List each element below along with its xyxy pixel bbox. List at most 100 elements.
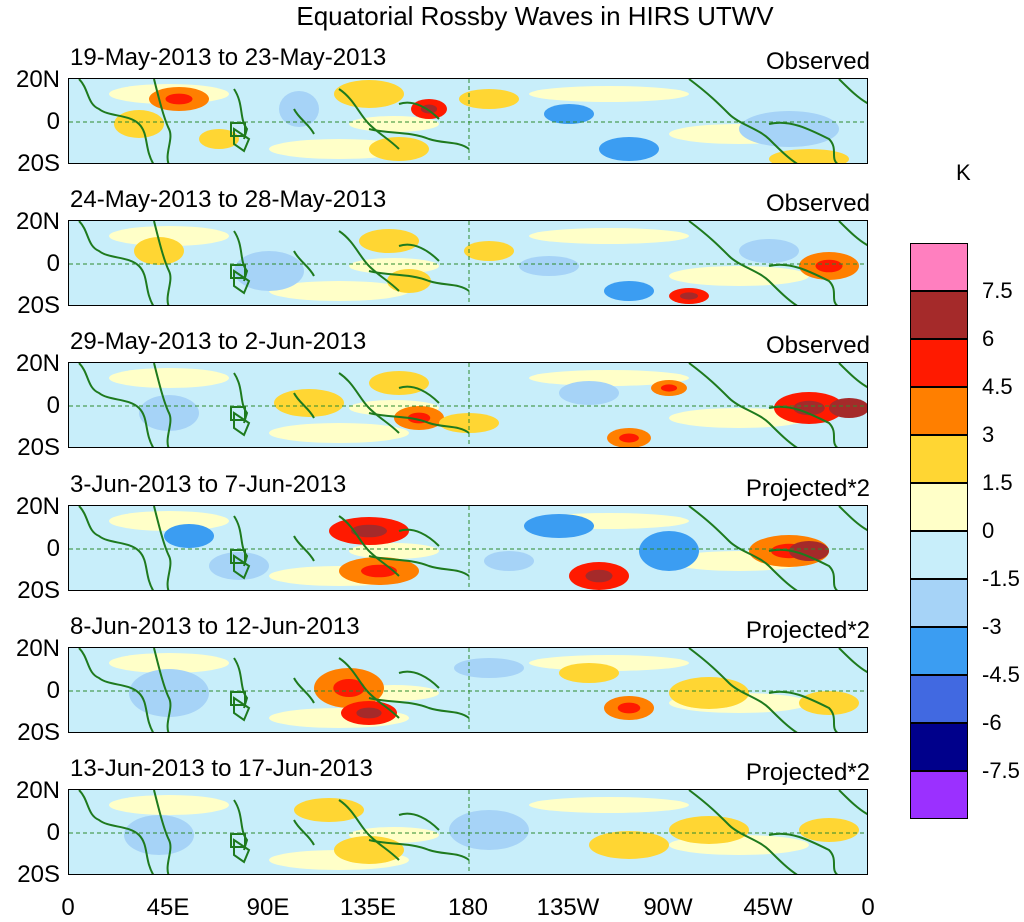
coastline	[338, 372, 400, 434]
anomaly-contour	[769, 149, 849, 163]
longitude-label: 0	[61, 894, 75, 921]
colorbar-tick-label: 1.5	[982, 470, 1013, 495]
coastline	[368, 412, 470, 434]
coastline	[838, 79, 867, 105]
anomaly-core	[815, 259, 843, 273]
coastline	[338, 799, 400, 861]
panel-type-label: Observed	[765, 190, 870, 217]
anomaly-contour	[369, 371, 429, 395]
anomaly-field	[69, 221, 867, 305]
anomaly-contour	[129, 669, 209, 717]
anomaly-contour	[669, 816, 749, 844]
weak-anomaly-contour	[529, 370, 689, 386]
coastline	[398, 385, 440, 404]
panel-type-label: Projected*2	[745, 617, 870, 644]
colorbar-tick-label: 0	[982, 518, 995, 543]
latitude-label: 0	[46, 535, 60, 562]
latitude-label: 20N	[15, 66, 60, 93]
colorbar-tick-label: -7.5	[982, 758, 1020, 783]
anomaly-contour	[134, 237, 184, 265]
latitude-label: 0	[46, 392, 60, 419]
colorbar-tick-label: -3	[982, 614, 1002, 639]
weak-anomaly-contour	[269, 281, 409, 301]
anomaly-contour	[387, 269, 431, 293]
colorbar-unit: K	[956, 160, 971, 185]
colorbar-tick-label: 7.5	[982, 278, 1013, 303]
coastline	[368, 697, 470, 719]
panel-date-range: 13-Jun-2013 to 17-Jun-2013	[70, 755, 373, 782]
anomaly-contour	[209, 552, 269, 580]
anomaly-contour	[559, 381, 619, 405]
panel-date-range: 8-Jun-2013 to 12-Jun-2013	[70, 613, 360, 640]
weak-anomaly-contour	[529, 228, 689, 244]
coastline	[768, 263, 839, 305]
weak-anomaly-contour	[109, 795, 229, 815]
coastline	[768, 690, 839, 732]
anomaly-field	[69, 363, 867, 447]
map-panel	[68, 362, 868, 448]
coastline	[78, 506, 155, 590]
longitude-label: 180	[447, 894, 489, 921]
anomaly-contour	[274, 389, 344, 417]
colorbar-tick-label: 6	[982, 326, 995, 351]
anomaly-contour	[484, 551, 534, 571]
latitude-label: 20S	[17, 150, 60, 177]
colorbar-swatch	[910, 531, 968, 579]
anomaly-core	[351, 524, 387, 538]
anomaly-core	[660, 384, 678, 392]
anomaly-contour	[294, 798, 364, 822]
map-panel	[68, 647, 868, 733]
coastline	[233, 657, 249, 709]
coastline	[153, 221, 172, 305]
region-box	[230, 122, 246, 137]
anomaly-field	[69, 79, 867, 163]
weak-anomaly-contour	[109, 368, 229, 388]
coastline	[398, 101, 440, 120]
colorbar-swatch	[910, 435, 968, 483]
weak-anomaly-contour	[349, 258, 439, 274]
anomaly-contour	[464, 241, 514, 261]
latitude-label: 20S	[17, 434, 60, 461]
panel-date-range: 24-May-2013 to 28-May-2013	[70, 186, 387, 213]
latitude-label: 20S	[17, 292, 60, 319]
map-panel	[68, 220, 868, 306]
coastline	[338, 657, 400, 719]
coastline	[153, 506, 172, 590]
coastline	[233, 372, 249, 424]
latitude-label: 20N	[15, 208, 60, 235]
coastline	[233, 799, 249, 851]
coastline	[78, 221, 155, 305]
coastline	[368, 839, 470, 861]
coastline	[233, 230, 249, 282]
coastline	[398, 243, 440, 262]
anomaly-core	[617, 702, 641, 714]
coastline	[838, 363, 867, 389]
coastline	[838, 648, 867, 674]
longitude-label: 90W	[643, 894, 693, 921]
anomaly-contour	[199, 129, 239, 149]
anomaly-field	[69, 648, 867, 732]
coastline	[78, 79, 155, 163]
coastline	[233, 515, 249, 567]
coastline	[768, 121, 839, 163]
longitude-label: 0	[861, 894, 875, 921]
anomaly-core	[356, 707, 382, 719]
latitude-label: 20N	[15, 350, 60, 377]
anomaly-contour	[459, 89, 519, 109]
anomaly-contour	[519, 256, 579, 276]
map-panel	[68, 505, 868, 591]
figure-title: Equatorial Rossby Waves in HIRS UTWV	[296, 1, 774, 31]
anomaly-core	[165, 93, 193, 105]
anomaly-contour	[544, 104, 594, 124]
anomaly-contour	[449, 810, 529, 850]
coastline	[688, 363, 798, 447]
longitude-label: 45E	[146, 894, 190, 921]
colorbar-swatch	[910, 675, 968, 723]
weak-anomaly-contour	[349, 543, 439, 559]
anomaly-core	[333, 679, 365, 697]
coastline	[338, 515, 400, 577]
weak-anomaly-contour	[109, 511, 229, 531]
colorbar-swatch	[910, 243, 968, 291]
colorbar-swatch	[910, 387, 968, 435]
colorbar-swatch	[910, 771, 968, 819]
